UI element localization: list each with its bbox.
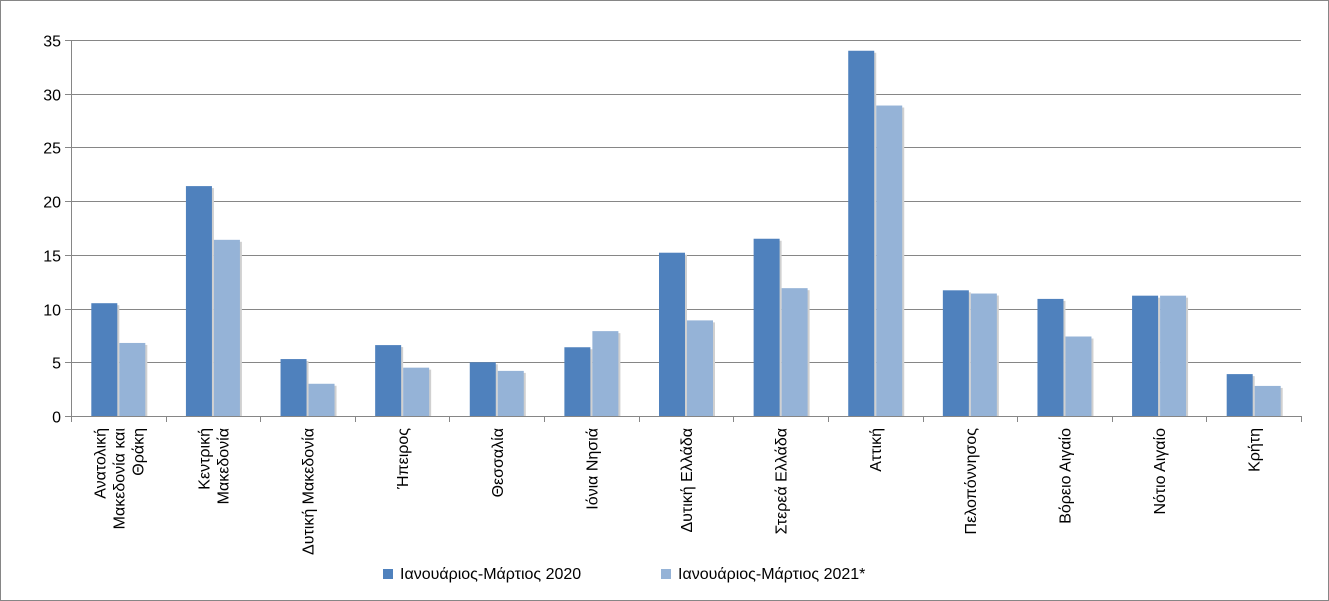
y-tick-label: 5 (52, 356, 61, 373)
x-category-label: Ανατολική (92, 428, 109, 499)
bar-2021-6 (687, 320, 713, 416)
x-category-label: Δυτική Ελλάδα (679, 428, 696, 533)
x-category-label: Πελοπόννησος (963, 428, 980, 535)
bar-2021-5 (592, 331, 619, 416)
x-category-label: Θράκη (130, 428, 147, 476)
axes (71, 40, 1302, 422)
bar-2020-5 (564, 347, 591, 416)
bar-2021-4 (497, 370, 524, 416)
y-tick-label: 35 (43, 34, 61, 51)
legend: Ιανουάριος-Μάρτιος 2020 Ιανουάριος-Μάρτιο… (383, 566, 865, 583)
legend-swatch (661, 569, 671, 579)
y-tick-label: 10 (43, 303, 61, 320)
x-category-label: Ήπειρος (395, 428, 412, 490)
y-tick-label: 0 (52, 410, 61, 427)
x-category-label: Στερεά Ελλάδα (774, 428, 791, 534)
bar-2021-8 (876, 105, 903, 416)
x-axis-labels: Ανατολική Μακεδονία και Θράκη Κεντρική Μακεδ… (92, 428, 1263, 555)
bar-2021-3 (403, 367, 430, 416)
bar-2020-12 (1226, 374, 1253, 416)
bar-2021-7 (781, 288, 808, 416)
bar-2021-10 (1065, 336, 1092, 416)
y-tick-label: 15 (43, 249, 61, 266)
bar-2020-6 (659, 252, 685, 416)
x-category-label: Νότιο Αιγαίο (1152, 428, 1169, 515)
gridlines (71, 40, 1301, 363)
x-category-label: Κρήτη (1247, 428, 1264, 472)
legend-label: Ιανουάριος-Μάρτιος 2021* (678, 566, 865, 583)
bar-2020-0 (91, 303, 118, 416)
x-category-label: Θεσσαλία (490, 428, 507, 497)
bars (91, 50, 1283, 416)
y-tick-label: 25 (43, 141, 61, 158)
x-category-label: Βόρειο Αιγαίο (1057, 428, 1074, 524)
y-tick-label: 30 (43, 88, 61, 105)
bar-2020-10 (1037, 298, 1064, 416)
x-category-label: Κεντρική (196, 428, 213, 490)
y-axis-ticks: 0 5 10 15 20 25 30 35 (43, 34, 71, 427)
bar-2021-1 (213, 239, 240, 416)
bar-2020-2 (280, 359, 307, 416)
x-category-label: Μακεδονία και (111, 428, 128, 530)
x-category-label: Δυτική Μακεδονία (301, 428, 318, 555)
bar-2021-12 (1254, 385, 1281, 416)
bar-2020-8 (848, 50, 875, 416)
x-category-label: Μακεδονία (215, 428, 232, 504)
bar-2020-1 (185, 186, 212, 416)
bar-2021-2 (308, 383, 335, 416)
bar-2021-0 (119, 342, 146, 416)
bar-2020-3 (375, 345, 402, 416)
x-category-label: Ιόνια Νησιά (584, 428, 601, 510)
legend-label: Ιανουάριος-Μάρτιος 2020 (400, 566, 581, 583)
bar-2020-9 (942, 290, 969, 416)
bar-2020-11 (1132, 295, 1159, 416)
y-tick-label: 20 (43, 195, 61, 212)
legend-swatch (383, 569, 393, 579)
bar-2020-7 (753, 238, 780, 416)
bar-2021-9 (970, 293, 997, 416)
x-category-label: Αττική (868, 428, 885, 472)
bar-2021-11 (1160, 295, 1187, 416)
bar-2020-4 (469, 362, 496, 416)
